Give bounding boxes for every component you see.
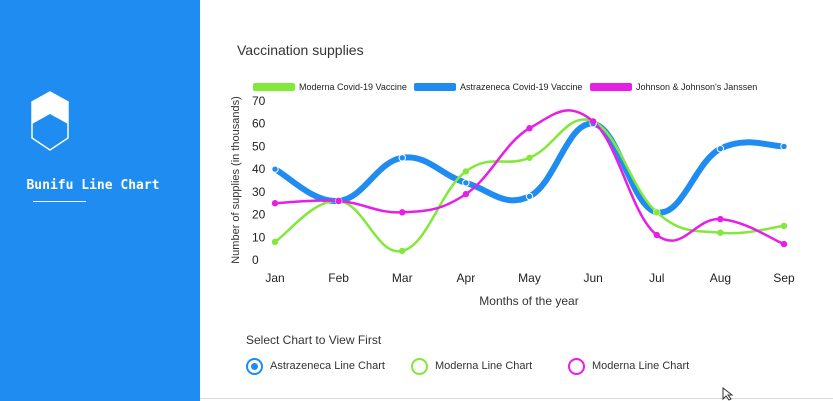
data-point: [780, 240, 788, 248]
radio-label: Astrazeneca Line Chart: [270, 360, 385, 372]
data-point: [271, 165, 279, 173]
x-tick-label: Aug: [710, 271, 731, 285]
data-point: [526, 125, 533, 132]
data-point: [271, 200, 279, 207]
brand-title: Bunifu Line Chart: [26, 178, 160, 193]
data-point: [462, 190, 470, 198]
data-point: [589, 118, 597, 125]
x-tick-label: Jun: [583, 271, 602, 285]
x-tick-label: Sep: [773, 271, 795, 285]
data-point: [399, 209, 406, 216]
data-point: [462, 168, 470, 175]
bottom-divider: [200, 398, 833, 399]
sidebar: Bunifu Line Chart: [0, 0, 200, 401]
y-tick-label: 70: [252, 94, 266, 108]
x-tick-label: Apr: [457, 271, 476, 285]
data-point: [717, 215, 724, 223]
data-point: [335, 197, 342, 205]
data-point: [398, 154, 406, 162]
y-axis-label: Number of supplies (in thousands): [230, 96, 242, 264]
x-axis-label: Months of the year: [479, 294, 578, 308]
chart-title: Vaccination supplies: [237, 42, 364, 58]
x-tick-label: Feb: [328, 271, 349, 285]
data-point: [717, 229, 724, 236]
radio-astrazeneca[interactable]: Astrazeneca Line Chart: [246, 356, 385, 376]
radio-group-title: Select Chart to View First: [246, 333, 382, 347]
y-tick-label: 20: [252, 208, 266, 222]
data-point: [462, 179, 470, 187]
legend-label: Johnson & Johnson's Janssen: [636, 82, 757, 92]
series-line: [273, 118, 786, 253]
radio-unselected-icon[interactable]: [568, 357, 585, 375]
data-point: [716, 145, 725, 153]
legend-swatch: [414, 83, 456, 91]
radio-selected-icon[interactable]: [246, 357, 263, 375]
x-tick-label: May: [518, 271, 541, 285]
data-point: [780, 222, 788, 230]
x-tick-label: Jul: [649, 271, 664, 285]
data-point: [525, 192, 534, 201]
x-tick-label: Mar: [392, 271, 413, 285]
x-tick-label: Jan: [265, 271, 284, 285]
y-tick-label: 60: [252, 117, 266, 131]
radio-label: Moderna Line Chart: [435, 360, 533, 372]
legend-swatch: [590, 83, 632, 91]
brand-underline: [33, 201, 86, 202]
y-tick-label: 50: [252, 139, 266, 153]
legend-swatch: [253, 83, 295, 91]
series-line: [272, 120, 787, 216]
data-point: [271, 238, 279, 246]
radio-janssen[interactable]: Moderna Line Chart: [568, 356, 689, 376]
radio-unselected-icon[interactable]: [411, 357, 428, 375]
radio-label: Moderna Line Chart: [592, 360, 690, 372]
radio-moderna[interactable]: Moderna Line Chart: [411, 356, 532, 376]
y-tick-label: 40: [252, 162, 266, 176]
hexagon-logo-icon: [31, 91, 69, 151]
y-tick-label: 0: [252, 253, 259, 267]
data-point: [653, 231, 660, 239]
y-tick-label: 10: [252, 230, 266, 244]
data-point: [526, 154, 533, 161]
data-point: [780, 142, 788, 151]
legend-label: Moderna Covid-19 Vaccine: [299, 82, 407, 92]
data-point: [653, 209, 660, 216]
legend-label: Astrazeneca Covid-19 Vaccine: [460, 82, 582, 92]
series-line: [273, 109, 786, 246]
y-tick-label: 30: [252, 185, 266, 199]
mouse-cursor-icon: [722, 387, 734, 401]
data-point: [399, 247, 406, 255]
